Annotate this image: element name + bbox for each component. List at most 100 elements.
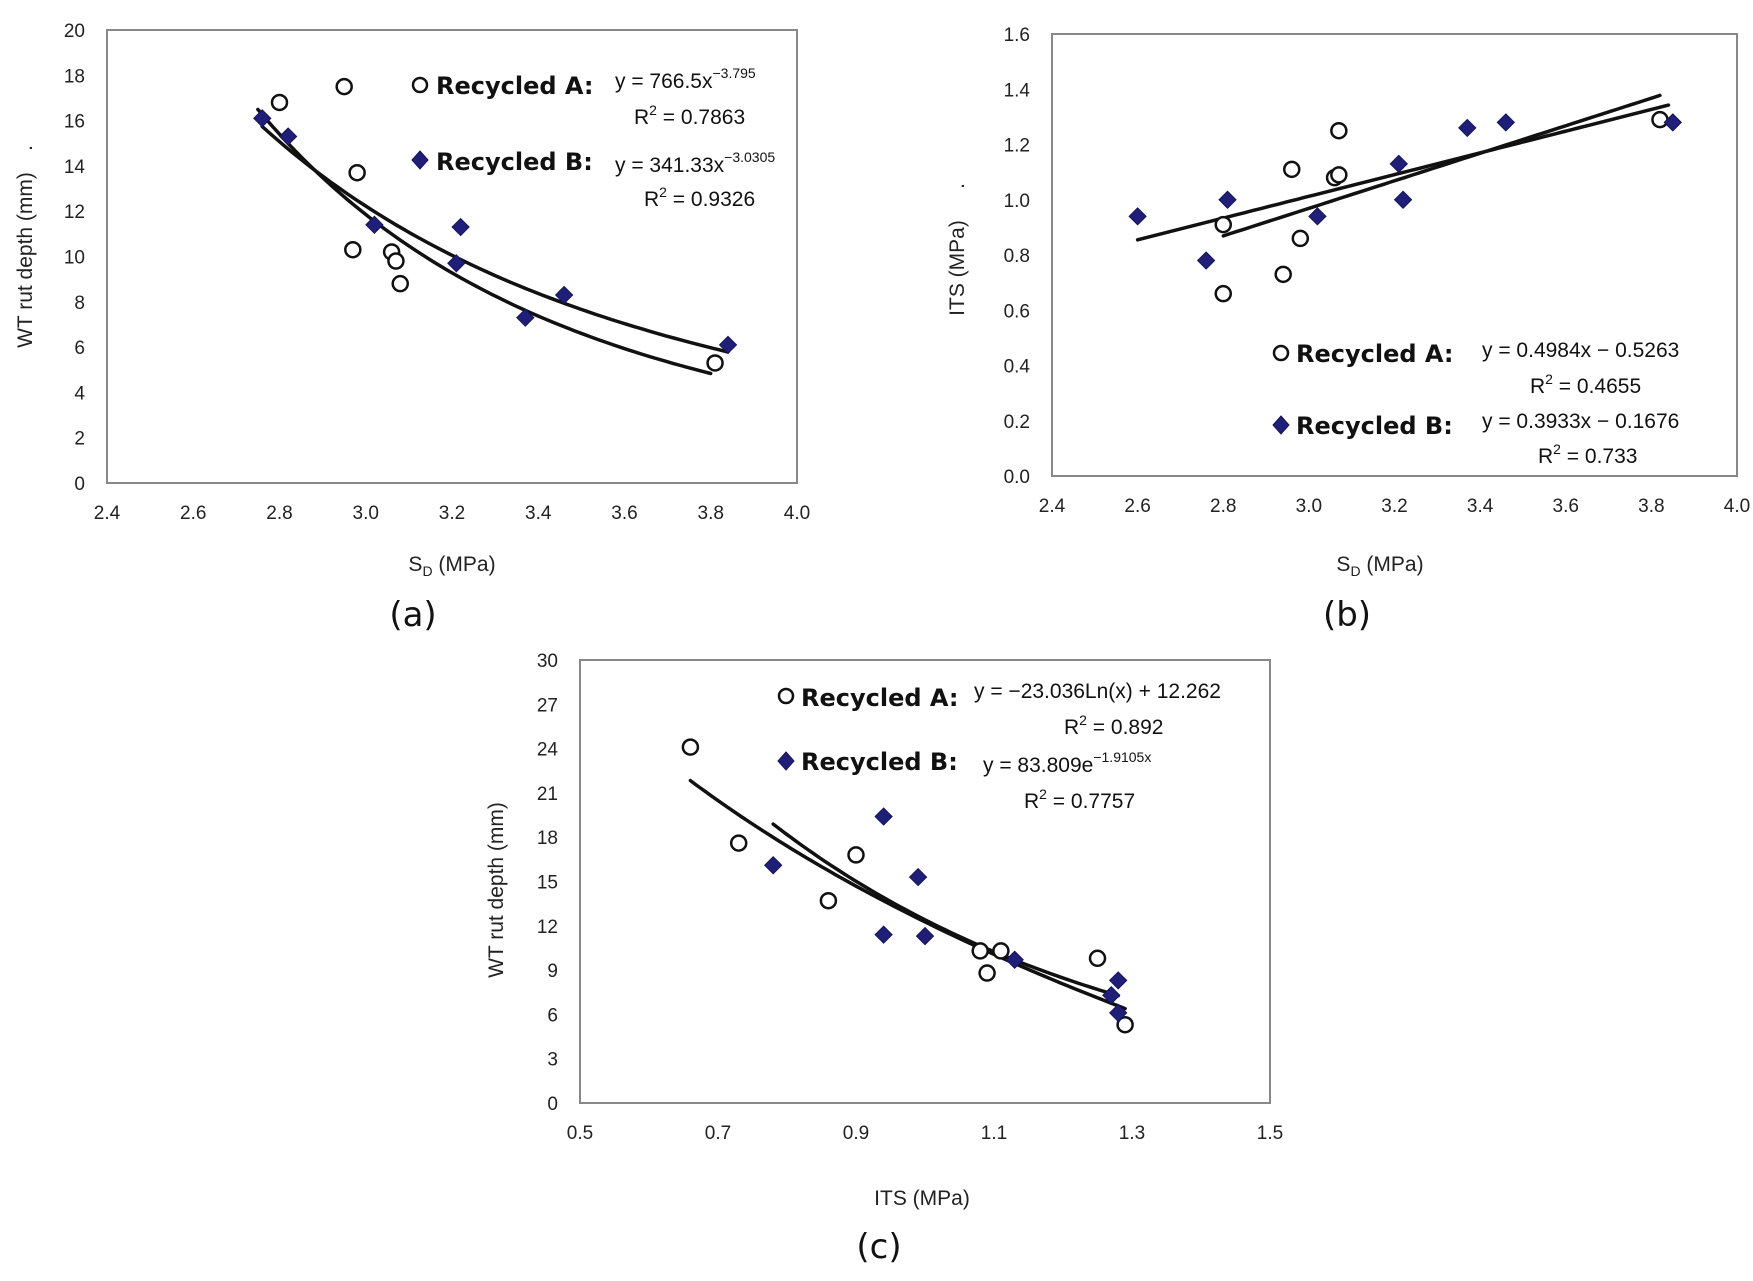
points-c [681, 738, 1134, 1034]
x-tick-label: 4.0 [784, 503, 810, 524]
data-point-recycled-a [1274, 265, 1292, 284]
x-tick-label: 2.4 [94, 503, 121, 524]
legend-c: Recycled A: y = −23.036Ln(x) + 12.262 R2… [777, 680, 1221, 813]
data-point-recycled-b [278, 127, 298, 146]
x-tick-label: 2.6 [1124, 496, 1150, 517]
x-tick-label: 0.5 [567, 1123, 593, 1144]
data-point-recycled-b [1108, 971, 1128, 990]
data-point-recycled-a [992, 942, 1010, 960]
data-point-recycled-b [447, 254, 466, 273]
data-point-recycled-a [681, 738, 700, 756]
data-point-recycled-a [819, 891, 838, 910]
x-axis-label-a: SD (MPa) [408, 553, 495, 579]
y-ticks-a: 0 2 4 6 8 10 12 14 16 18 20 [64, 21, 86, 495]
y-tick-label: 15 [537, 873, 558, 894]
y-tick-label: 21 [537, 784, 558, 805]
x-tick-label: 3.6 [1553, 496, 1579, 517]
y-axis-label-c: WT rut depth (mm) [485, 802, 508, 978]
data-point-recycled-b [1389, 154, 1408, 174]
data-point-recycled-a [1088, 949, 1107, 968]
y-tick-label: 0.2 [1004, 412, 1030, 433]
y-tick-label: 27 [537, 695, 558, 716]
points-a [253, 77, 738, 372]
x-tick-label: 3.6 [611, 503, 637, 524]
data-point-recycled-a [1214, 215, 1232, 234]
y-tick-label: 0.6 [1004, 301, 1030, 322]
r2-c-A: R2 = 0.892 [1064, 712, 1163, 739]
panel-label-b: (b) [1323, 595, 1371, 635]
x-tick-label: 3.4 [1467, 496, 1494, 517]
x-tick-label: 2.4 [1039, 496, 1066, 517]
data-point-recycled-a [1651, 110, 1669, 129]
plot-frame-c [579, 659, 1271, 1104]
panel-a: 2.4 2.6 2.8 3.0 3.2 3.4 3.6 3.8 4.0 0 2 4 6 8 10 12 14 1… [14, 21, 810, 635]
x-tick-label: 1.1 [981, 1123, 1007, 1144]
y-axis-label-trail-a: . [14, 145, 37, 151]
x-tick-label: 2.6 [180, 503, 206, 524]
y-axis-label-b: ITS (MPa) [946, 220, 969, 316]
data-point-recycled-b [253, 109, 272, 128]
data-point-recycled-a [978, 964, 996, 982]
y-tick-label: 18 [537, 828, 558, 849]
fit-lines-c [688, 778, 1127, 1011]
legend-marker-diamond-b [1272, 415, 1290, 435]
y-tick-label: 1.4 [1004, 80, 1031, 101]
legend-marker-circle-c [777, 687, 795, 705]
legend-name-b-B: Recycled B: [1296, 412, 1453, 440]
legend-name-c-A: Recycled A: [801, 684, 959, 712]
r2-c-B: R2 = 0.7757 [1024, 786, 1135, 813]
y-tick-label: 4 [74, 383, 85, 404]
x-tick-label: 0.9 [843, 1123, 869, 1144]
equation-c-B: y = 83.809e−1.9105x [983, 749, 1151, 777]
y-tick-label: 3 [547, 1050, 558, 1071]
legend-marker-circle-a [411, 76, 429, 94]
x-tick-label: 4.0 [1724, 496, 1750, 517]
x-tick-label: 3.2 [1381, 496, 1407, 517]
x-tick-label: 3.0 [1296, 496, 1322, 517]
data-point-recycled-a [1330, 166, 1348, 184]
data-point-recycled-b [1663, 113, 1682, 132]
data-point-recycled-b [1218, 190, 1237, 209]
y-tick-label: 6 [547, 1005, 558, 1026]
x-axis-label-c: ITS (MPa) [874, 1187, 970, 1210]
points-b [1128, 110, 1682, 303]
y-tick-label: 1.6 [1004, 25, 1030, 46]
y-tick-label: 0.4 [1004, 357, 1031, 378]
data-point-recycled-b [1005, 950, 1024, 969]
y-tick-label: 20 [64, 21, 85, 42]
x-axis-label-b: SD (MPa) [1336, 553, 1423, 579]
panel-b: 2.4 2.6 2.8 3.0 3.2 3.4 3.6 3.8 4.0 0.0 0.2 0.4 0.6… [946, 25, 1750, 635]
y-ticks-b: 0.0 0.2 0.4 0.6 0.8 1.0 1.2 1.4 1.6 [1004, 25, 1031, 488]
equation-a-B: y = 341.33x−3.0305 [615, 149, 775, 177]
x-ticks-c: 0.5 0.7 0.9 1.1 1.3 1.5 [567, 1123, 1283, 1144]
legend-b: Recycled A: y = 0.4984x − 0.5263 R2 = 0.… [1272, 339, 1679, 468]
trend-line-recycled-b [771, 822, 1120, 998]
legend-name-a-B: Recycled B: [436, 148, 593, 176]
legend-marker-circle-b [1272, 344, 1290, 362]
y-axis-label-a: WT rut depth (mm) [14, 172, 37, 348]
data-point-recycled-b [763, 856, 783, 875]
x-tick-label: 3.4 [525, 503, 552, 524]
panel-c: 0.5 0.7 0.9 1.1 1.3 1.5 0 3 6 9 12 15 18 21 24 27 30 IT… [485, 651, 1283, 1267]
data-point-recycled-b [1128, 207, 1147, 226]
x-tick-label: 2.8 [266, 503, 292, 524]
legend-marker-diamond-a [411, 150, 429, 170]
data-point-recycled-a [335, 77, 353, 96]
x-tick-label: 3.0 [353, 503, 379, 524]
r2-b-A: R2 = 0.4655 [1530, 371, 1641, 398]
data-point-recycled-b [1102, 985, 1121, 1005]
data-point-recycled-a [387, 252, 405, 270]
trend-line-recycled-b [260, 124, 730, 354]
data-point-recycled-b [1458, 118, 1477, 138]
data-point-recycled-a [1116, 1015, 1134, 1034]
data-point-recycled-a [706, 354, 724, 372]
data-point-recycled-a [1291, 229, 1310, 248]
y-tick-label: 0 [547, 1094, 558, 1115]
y-tick-label: 1.0 [1004, 191, 1030, 212]
y-tick-label: 8 [74, 293, 85, 314]
legend-name-a-A: Recycled A: [436, 72, 594, 100]
y-tick-label: 30 [537, 651, 558, 672]
data-point-recycled-a [344, 240, 362, 259]
data-point-recycled-b [516, 308, 535, 327]
